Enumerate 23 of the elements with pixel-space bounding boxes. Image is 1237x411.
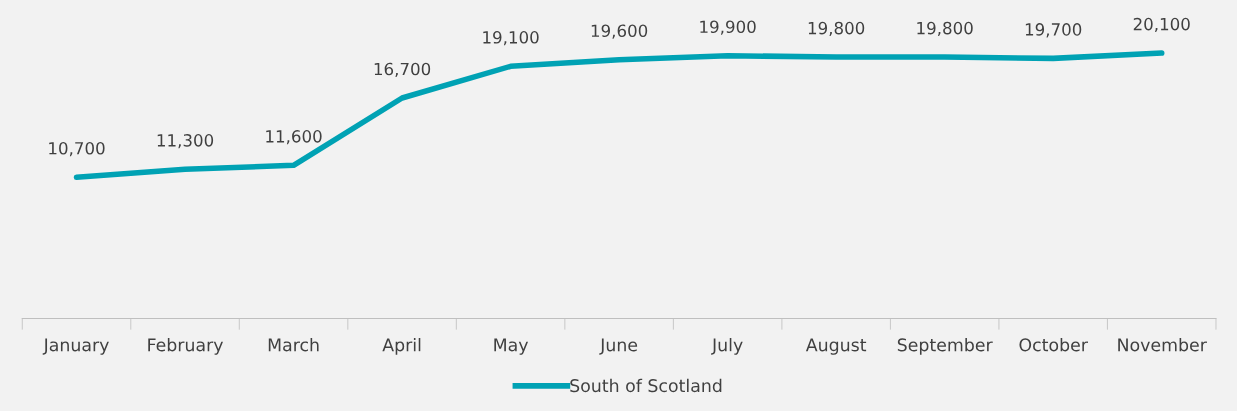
x-tick-label: October	[1019, 337, 1088, 352]
x-tick-label: August	[805, 338, 867, 355]
x-tick-label: November	[1118, 337, 1207, 352]
data-label: 19,800	[808, 21, 865, 37]
x-tick-label: March	[268, 337, 319, 352]
x-tick-label: February	[148, 337, 223, 355]
data-label: 20,100	[1133, 17, 1190, 33]
x-tick-label: July	[711, 337, 743, 355]
legend-label: South of Scotland	[570, 378, 722, 393]
data-label: 11,300	[157, 134, 214, 149]
data-label: 19,900	[700, 20, 756, 35]
x-tick-label: September	[897, 337, 993, 355]
x-tick-label: April	[382, 337, 421, 355]
data-label: 11,600	[266, 130, 322, 145]
data-label: 19,600	[591, 24, 648, 39]
data-label: 10,700	[49, 141, 105, 157]
x-tick-label: May	[494, 338, 529, 355]
x-tick-label: June	[599, 338, 638, 355]
data-label: 19,700	[1025, 23, 1082, 38]
data-label: 16,700	[374, 62, 431, 78]
x-tick-label: January	[42, 338, 109, 355]
data-label: 19,800	[917, 21, 973, 37]
data-label: 19,100	[483, 31, 539, 46]
